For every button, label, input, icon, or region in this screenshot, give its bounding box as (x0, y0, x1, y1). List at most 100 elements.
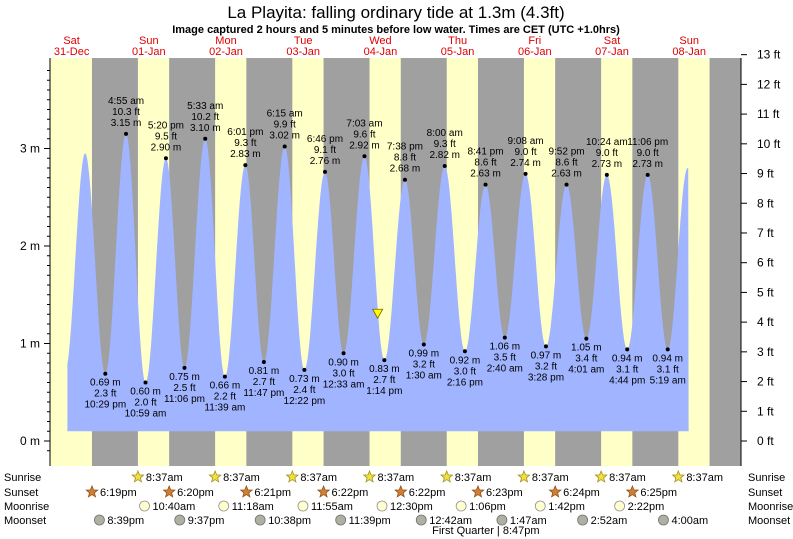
low-tide-meters: 0.99 m (409, 348, 440, 359)
high-tide-feet: 9.9 ft (274, 120, 296, 131)
sunrise-time: 8:37am (300, 472, 337, 484)
low-tide-time: 10:59 am (125, 409, 167, 420)
high-tide-point (564, 182, 569, 187)
low-tide-point (543, 344, 548, 349)
high-tide-time: 11:06 pm (627, 137, 668, 148)
moonset-time: 4:00am (671, 515, 708, 527)
high-tide-time: 7:03 am (346, 118, 382, 129)
tide-curve (67, 133, 689, 432)
high-tide-meters: 3.15 m (111, 118, 142, 129)
y-tick-label-right: 2 ft (757, 375, 774, 389)
low-tide-feet: 2.0 ft (134, 398, 156, 409)
sunset-time: 6:22pm (332, 487, 369, 499)
sunset-icon (394, 484, 408, 498)
day-name: Wed (369, 35, 391, 47)
high-tide-meters: 2.82 m (429, 150, 460, 161)
day-name: Sat (604, 35, 621, 47)
high-tide-meters: 2.68 m (390, 164, 421, 175)
high-tide-point (483, 182, 488, 187)
moonset-icon (577, 514, 589, 526)
day-name: Thu (448, 35, 467, 47)
low-tide-meters: 0.73 m (289, 374, 320, 385)
low-tide-time: 4:44 pm (609, 375, 645, 386)
y-tick-label-right: 5 ft (757, 285, 774, 299)
sunrise-icon (131, 469, 145, 483)
y-tick-label-right: 7 ft (757, 226, 774, 240)
sunset-icon (471, 484, 485, 498)
y-tick-label-right: 0 ft (757, 434, 774, 448)
moonset-time: 11:39pm (349, 515, 391, 527)
low-tide-point (261, 360, 266, 365)
high-tide-time: 9:52 pm (548, 147, 584, 158)
day-date: 08-Jan (672, 46, 706, 58)
moonset-time: 10:38pm (268, 515, 311, 527)
y-tick-label-left: 3 m (20, 142, 40, 156)
low-tide-meters: 0.92 m (450, 355, 481, 366)
high-tide-feet: 9.0 ft (596, 148, 618, 159)
sun-moon-rows: Sunrise Sunrise 8:37am 8:37am 8:37am 8:37am 8:… (4, 469, 793, 537)
y-tick-label-right: 8 ft (757, 196, 774, 210)
high-tide-time: 10:24 am (586, 137, 628, 148)
y-tick-label-left: 2 m (20, 239, 40, 253)
high-tide-meters: 2.73 m (632, 159, 663, 170)
moonrise-row-label-right: Moonrise (748, 501, 793, 513)
moonrise-icon (534, 500, 546, 512)
moonset-time: 8:39pm (107, 515, 144, 527)
high-tide-feet: 8.8 ft (394, 153, 416, 164)
y-tick-label-left: 1 m (20, 337, 40, 351)
low-tide-feet: 3.2 ft (413, 359, 435, 370)
high-tide-meters: 2.74 m (510, 158, 541, 169)
moonrise-time: 10:40am (153, 501, 196, 513)
low-tide-meters: 0.90 m (328, 357, 359, 368)
sunrise-time: 8:37am (378, 472, 415, 484)
moonset-icon (254, 514, 266, 526)
high-tide-point (402, 177, 407, 182)
day-name: Sun (139, 35, 159, 47)
low-tide-point (182, 365, 187, 370)
sunset-row-label: Sunset (4, 487, 38, 499)
day-date: 07-Jan (595, 46, 629, 58)
low-tide-point (584, 336, 589, 341)
low-tide-point (143, 380, 148, 385)
low-tide-feet: 3.0 ft (454, 366, 476, 377)
low-tide-point (502, 335, 507, 340)
day-name: Mon (215, 35, 236, 47)
sunrise-icon (285, 469, 300, 483)
y-tick-label-right: 6 ft (757, 256, 774, 270)
low-tide-point (382, 358, 387, 363)
high-tide-feet: 9.1 ft (314, 145, 336, 156)
high-tide-point (124, 131, 129, 136)
low-tide-point (665, 347, 670, 352)
high-tide-meters: 3.10 m (190, 123, 221, 134)
high-tide-point (203, 136, 208, 141)
sunset-icon (316, 484, 331, 498)
moonrise-icon (455, 500, 467, 512)
y-tick-label-right: 9 ft (757, 167, 774, 181)
low-tide-time: 2:40 am (487, 364, 523, 375)
moonset-time: 12:42am (429, 515, 472, 527)
y-tick-label-right: 13 ft (757, 48, 781, 62)
moonset-icon (174, 514, 186, 526)
high-tide-meters: 2.73 m (592, 159, 623, 170)
moonrise-icon (376, 500, 388, 512)
low-tide-meters: 0.69 m (90, 378, 121, 389)
high-tide-time: 8:41 pm (467, 147, 503, 158)
low-tide-feet: 2.4 ft (293, 385, 315, 396)
high-tide-meters: 2.92 m (349, 140, 380, 151)
high-tide-time: 9:08 am (507, 136, 543, 147)
day-date: 06-Jan (518, 46, 552, 58)
moonset-time: 9:37pm (188, 515, 225, 527)
night-band (709, 58, 741, 466)
day-date: 05-Jan (441, 46, 475, 58)
low-tide-feet: 3.5 ft (494, 353, 516, 364)
moonrise-time: 2:22pm (628, 501, 665, 513)
low-tide-feet: 3.1 ft (657, 364, 679, 375)
sunset-row-label-right: Sunset (748, 487, 782, 499)
sunrise-time: 8:37am (609, 472, 646, 484)
moonrise-row-label: Moonrise (4, 501, 49, 513)
low-tide-meters: 0.94 m (612, 353, 643, 364)
sunrise-icon (208, 469, 222, 483)
day-name: Sat (63, 35, 80, 47)
high-tide-feet: 9.6 ft (353, 129, 375, 140)
